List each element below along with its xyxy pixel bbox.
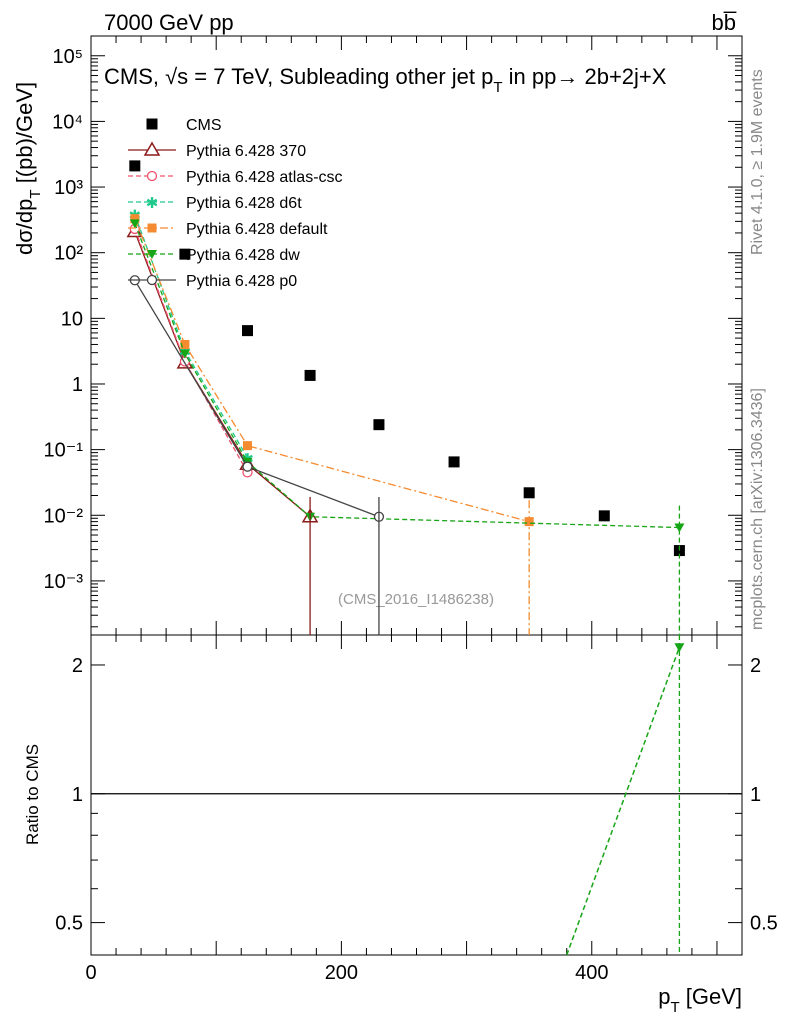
- data-point: [130, 214, 140, 224]
- data-point: [129, 219, 140, 229]
- data-point: [448, 456, 460, 468]
- y-tick-label-main: 10⁻²: [44, 505, 84, 527]
- legend-label: Pythia 6.428 d6t: [186, 195, 302, 212]
- legend-label: CMS: [186, 117, 222, 134]
- legend-label: Pythia 6.428 370: [186, 143, 306, 160]
- ratio-series-line: [566, 646, 681, 956]
- legend-label: Pythia 6.428 p0: [186, 273, 297, 290]
- x-tick-label: 400: [575, 962, 608, 984]
- legend-entry: Pythia 6.428 default: [128, 221, 328, 238]
- legend-entry: CMS: [146, 117, 222, 134]
- legend-entry: Pythia 6.428 atlas-csc: [128, 169, 343, 186]
- legend-entry: Pythia 6.428 p0: [128, 273, 297, 290]
- y-tick-label-main: 10: [61, 308, 83, 330]
- y-tick-label-ratio: 2: [72, 655, 83, 677]
- data-point: [179, 349, 190, 359]
- plot-title: CMS, √s = 7 TeV, Subleading other jet pT…: [104, 64, 667, 96]
- data-point: [241, 325, 253, 337]
- y-tick-label-main: 10³: [54, 177, 83, 199]
- data-point: [146, 118, 158, 130]
- y-tick-label-ratio: 1: [72, 784, 83, 806]
- data-point: [180, 339, 190, 349]
- legend-label: Pythia 6.428 atlas-csc: [186, 169, 343, 186]
- x-tick-label: 200: [325, 962, 358, 984]
- series-6: [129, 275, 385, 522]
- series-line: [134, 223, 680, 529]
- header-left: 7000 GeV pp: [104, 10, 234, 35]
- y-tick-label-ratio-right: 1: [750, 784, 761, 806]
- legend-entry: Pythia 6.428 370: [128, 141, 306, 160]
- data-point: [129, 160, 141, 172]
- data-point: [143, 141, 161, 156]
- series-line: [134, 231, 311, 518]
- analysis-watermark: (CMS_2016_I1486238): [338, 591, 494, 608]
- data-point: [674, 523, 685, 533]
- x-axis-label: pT [GeV]: [658, 984, 742, 1016]
- data-point: [147, 250, 157, 259]
- series-5: [129, 219, 685, 533]
- data-point: [242, 461, 253, 472]
- data-point: [523, 487, 535, 499]
- legend-entry: ✱ Pythia 6.428 d6t: [128, 194, 302, 212]
- data-point: [242, 441, 252, 451]
- legend: CMS Pythia 6.428 370 Pythia 6.428 atlas-cs…: [128, 117, 343, 290]
- legend-label: Pythia 6.428 dw: [186, 247, 300, 264]
- data-point: ✱: [146, 194, 159, 212]
- mcplots-label: mcplots.cern.ch [arXiv:1306.3436]: [749, 388, 766, 630]
- data-point: [147, 223, 157, 233]
- y-tick-label-main: 10⁻¹: [44, 440, 84, 462]
- series-line: [134, 228, 249, 473]
- ratio-series-layer: [566, 635, 685, 956]
- y-tick-label-main: 10⁴: [52, 111, 83, 133]
- y-tick-label-ratio-right: 2: [750, 655, 761, 677]
- y-tick-label-ratio-right: 0.5: [750, 913, 778, 935]
- ratio-axes: 0 200 400 0.5 0.5 1 1 2 2: [55, 635, 778, 984]
- main-axes: 10⁻³ 10⁻² 10⁻¹ 1 10 10² 10³ 10⁴ 10⁵: [44, 35, 743, 635]
- y-axis-label-ratio: Ratio to CMS: [23, 744, 42, 845]
- series-0: [129, 160, 685, 557]
- series-1: [126, 223, 319, 523]
- main-series-layer: ✱✱✱: [126, 160, 685, 635]
- data-point: [146, 170, 158, 182]
- y-axis-label-main: dσ/dpT [(pb)/GeV]: [12, 82, 44, 255]
- data-point: [146, 274, 158, 286]
- rivet-label: Rivet 4.1.0, ≥ 1.9M events: [749, 69, 766, 255]
- y-tick-label-main: 10²: [54, 243, 83, 265]
- y-tick-label-main: 10⁻³: [44, 571, 84, 593]
- ratio-panel-frame: [90, 634, 743, 956]
- data-point: [598, 510, 610, 522]
- y-tick-label-main: 1: [72, 374, 83, 396]
- header-right: bb̅: [712, 10, 737, 35]
- data-point: [373, 419, 385, 431]
- series-line: [134, 218, 530, 523]
- legend-label: Pythia 6.428 default: [186, 221, 328, 238]
- legend-entry: Pythia 6.428 dw: [128, 247, 300, 264]
- y-tick-label-ratio: 0.5: [55, 913, 83, 935]
- x-tick-label: 0: [85, 962, 96, 984]
- data-point: [179, 248, 191, 260]
- y-tick-label-main: 10⁵: [52, 46, 83, 68]
- series-3: ✱✱✱: [129, 207, 254, 468]
- data-point: [304, 369, 316, 381]
